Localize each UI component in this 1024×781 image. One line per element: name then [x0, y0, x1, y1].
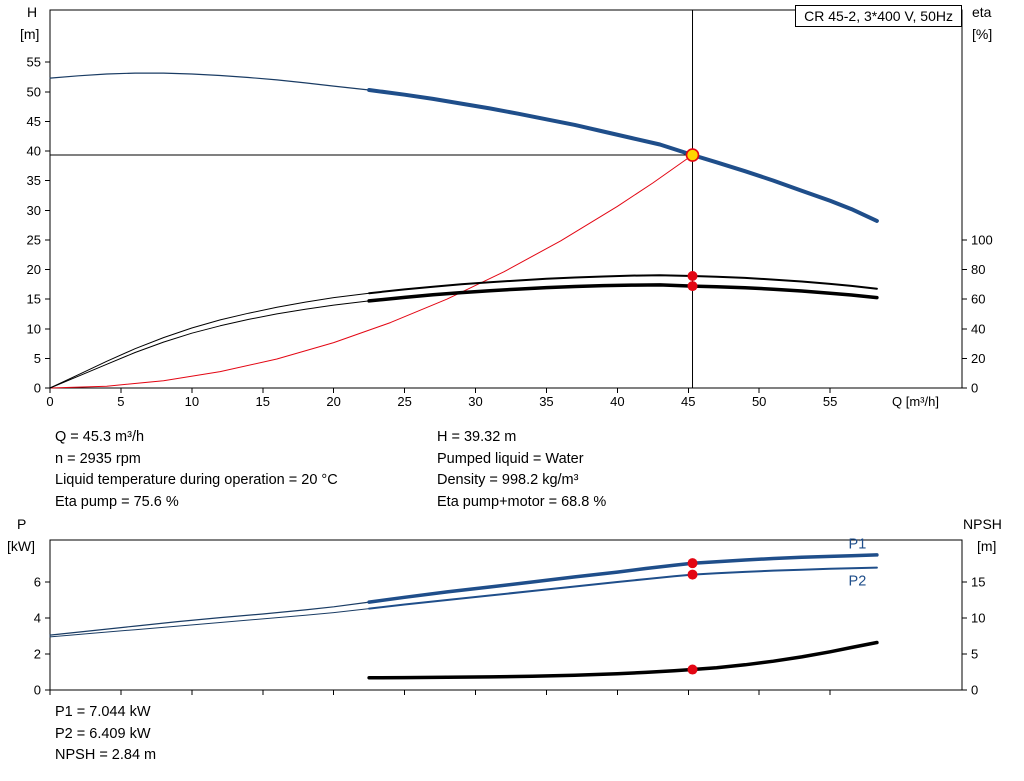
tick-label: Q [m³/h] — [892, 394, 939, 409]
series-eta-pump — [368, 274, 878, 295]
operating-data-left: Q = 45.3 m³/h n = 2935 rpm Liquid temperat… — [55, 427, 338, 513]
h-axis-unit: [m] — [20, 26, 40, 42]
tick-label: 10 — [971, 610, 985, 625]
npsh-axis-unit: [m] — [977, 538, 997, 554]
curve-label-p2: P2 — [849, 574, 867, 590]
tick-label: 25 — [27, 232, 41, 247]
plot-border — [49, 9, 963, 389]
series-eta-pump-low-range — [49, 292, 370, 389]
series-npsh — [367, 640, 879, 680]
p-axis-unit: [kW] — [7, 538, 35, 554]
info-line: Q = 45.3 m³/h — [55, 429, 145, 445]
info-line: NPSH = 2.84 m — [55, 747, 157, 763]
p2-operating-point — [687, 569, 698, 580]
plot-border — [49, 539, 963, 691]
operating-data-right: H = 39.32 m Pumped liquid = Water Density … — [437, 427, 606, 513]
tick-label: 0 — [971, 683, 978, 698]
info-line: Eta pump+motor = 68.8 % — [437, 493, 607, 510]
series-qh-curve-low-range — [49, 72, 370, 91]
tick-label: 45 — [681, 394, 695, 409]
eta-pump-operating-point — [687, 271, 698, 282]
tick-label: 40 — [27, 144, 41, 159]
tick-label: 100 — [971, 232, 993, 247]
tick-label: 5 — [34, 351, 41, 366]
tick-label: 30 — [468, 394, 482, 409]
series-eta-pump-motor — [367, 283, 879, 303]
tick-label: 4 — [34, 610, 41, 625]
info-line: P1 = 7.044 kW — [55, 704, 151, 720]
p-axis-label: P — [17, 516, 27, 532]
tick-label: 55 — [823, 394, 837, 409]
power-data: P1 = 7.044 kW P2 = 6.409 kW NPSH = 2.84 m — [55, 702, 156, 767]
info-line: P2 = 6.409 kW — [55, 725, 151, 742]
tick-label: 55 — [27, 55, 41, 70]
tick-label: 6 — [34, 574, 41, 589]
tick-label: 5 — [117, 394, 124, 409]
p1-operating-point — [687, 558, 698, 569]
series-p2 — [368, 566, 878, 610]
tick-label: 15 — [256, 394, 270, 409]
tick-label: 0 — [46, 394, 53, 409]
duty-point[interactable] — [685, 148, 700, 162]
tick-label: 15 — [27, 292, 41, 307]
tick-label: 40 — [971, 321, 985, 336]
tick-label: 60 — [971, 292, 985, 307]
power-npsh-chart: 0 2 4 6 0 5 10 15 P1 P2 — [34, 537, 986, 698]
head-capacity-chart: 0 5 10 15 20 25 30 35 40 45 50 55 0 20 40 60 80 100 0 5 10 15… — [27, 9, 993, 409]
tick-label: 40 — [610, 394, 624, 409]
curve-label-p1: P1 — [849, 537, 867, 553]
tick-label: 30 — [27, 203, 41, 218]
tick-label: 50 — [27, 84, 41, 99]
eta-axis-label: eta — [972, 4, 992, 20]
series-p1 — [367, 553, 879, 604]
series-p1-low-range — [49, 601, 370, 636]
tick-label: 20 — [27, 262, 41, 277]
tick-label: 15 — [971, 574, 985, 589]
tick-label: 45 — [27, 114, 41, 129]
info-line: Density = 998.2 kg/m³ — [437, 472, 579, 488]
tick-label: 0 — [34, 381, 41, 396]
eta-pump-motor-operating-point — [687, 281, 698, 292]
tick-label: 2 — [34, 646, 41, 661]
npsh-axis-label: NPSH — [963, 516, 1002, 532]
tick-label: 35 — [539, 394, 553, 409]
tick-label: 10 — [27, 321, 41, 336]
tick-label: 80 — [971, 262, 985, 277]
tick-label: 50 — [752, 394, 766, 409]
info-line: Liquid temperature during operation = 20… — [55, 472, 338, 488]
tick-label: 0 — [34, 683, 41, 698]
info-line: Eta pump = 75.6 % — [55, 493, 179, 510]
eta-axis-unit: [%] — [972, 26, 993, 42]
tick-label: 0 — [971, 381, 978, 396]
series-p2-low-range — [49, 608, 370, 638]
tick-label: 20 — [326, 394, 340, 409]
series-system-curve — [49, 154, 693, 389]
info-line: H = 39.32 m — [437, 429, 517, 445]
tick-label: 10 — [185, 394, 199, 409]
tick-label: 25 — [397, 394, 411, 409]
npsh-operating-point — [687, 664, 698, 675]
info-line: n = 2935 rpm — [55, 450, 141, 467]
info-line: Pumped liquid = Water — [437, 450, 584, 467]
tick-label: 20 — [971, 351, 985, 366]
h-axis-label: H — [27, 4, 38, 20]
pump-model-title: CR 45-2, 3*400 V, 50Hz — [795, 5, 962, 27]
tick-label: 35 — [27, 173, 41, 188]
series-eta-pump-motor-low-range — [49, 300, 370, 389]
tick-label: 5 — [971, 646, 978, 661]
series-qh-curve — [367, 88, 879, 223]
